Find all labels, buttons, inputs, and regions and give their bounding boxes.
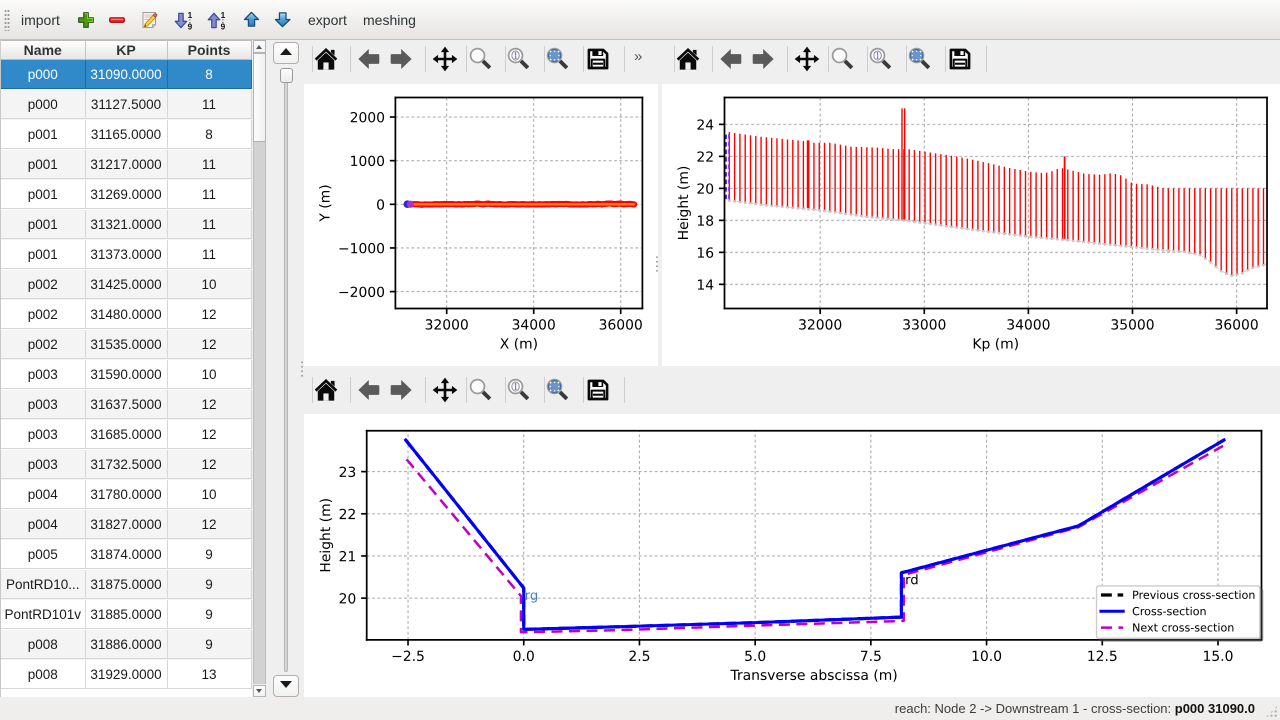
svg-text:1: 1	[512, 51, 517, 62]
svg-text:9: 9	[188, 23, 193, 30]
svg-text:1: 1	[188, 11, 193, 20]
svg-text:1: 1	[221, 11, 226, 20]
svg-text:1: 1	[874, 51, 879, 62]
svg-text:9: 9	[221, 23, 226, 30]
svg-text:1: 1	[512, 382, 517, 393]
